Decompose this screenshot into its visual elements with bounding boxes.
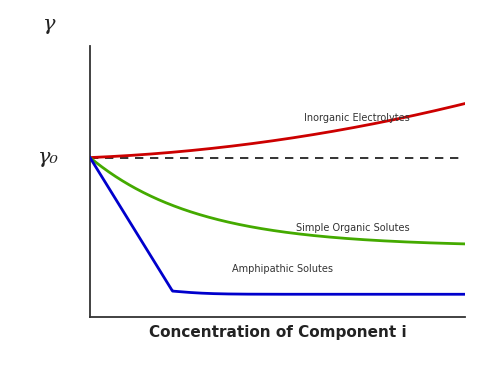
Text: γ₀: γ₀ bbox=[38, 148, 59, 167]
Text: Amphipathic Solutes: Amphipathic Solutes bbox=[232, 264, 334, 274]
Text: Inorganic Electrolytes: Inorganic Electrolytes bbox=[304, 113, 410, 123]
Text: γ: γ bbox=[42, 15, 55, 34]
X-axis label: Concentration of Component i: Concentration of Component i bbox=[148, 325, 406, 340]
Text: Simple Organic Solutes: Simple Organic Solutes bbox=[296, 222, 410, 232]
